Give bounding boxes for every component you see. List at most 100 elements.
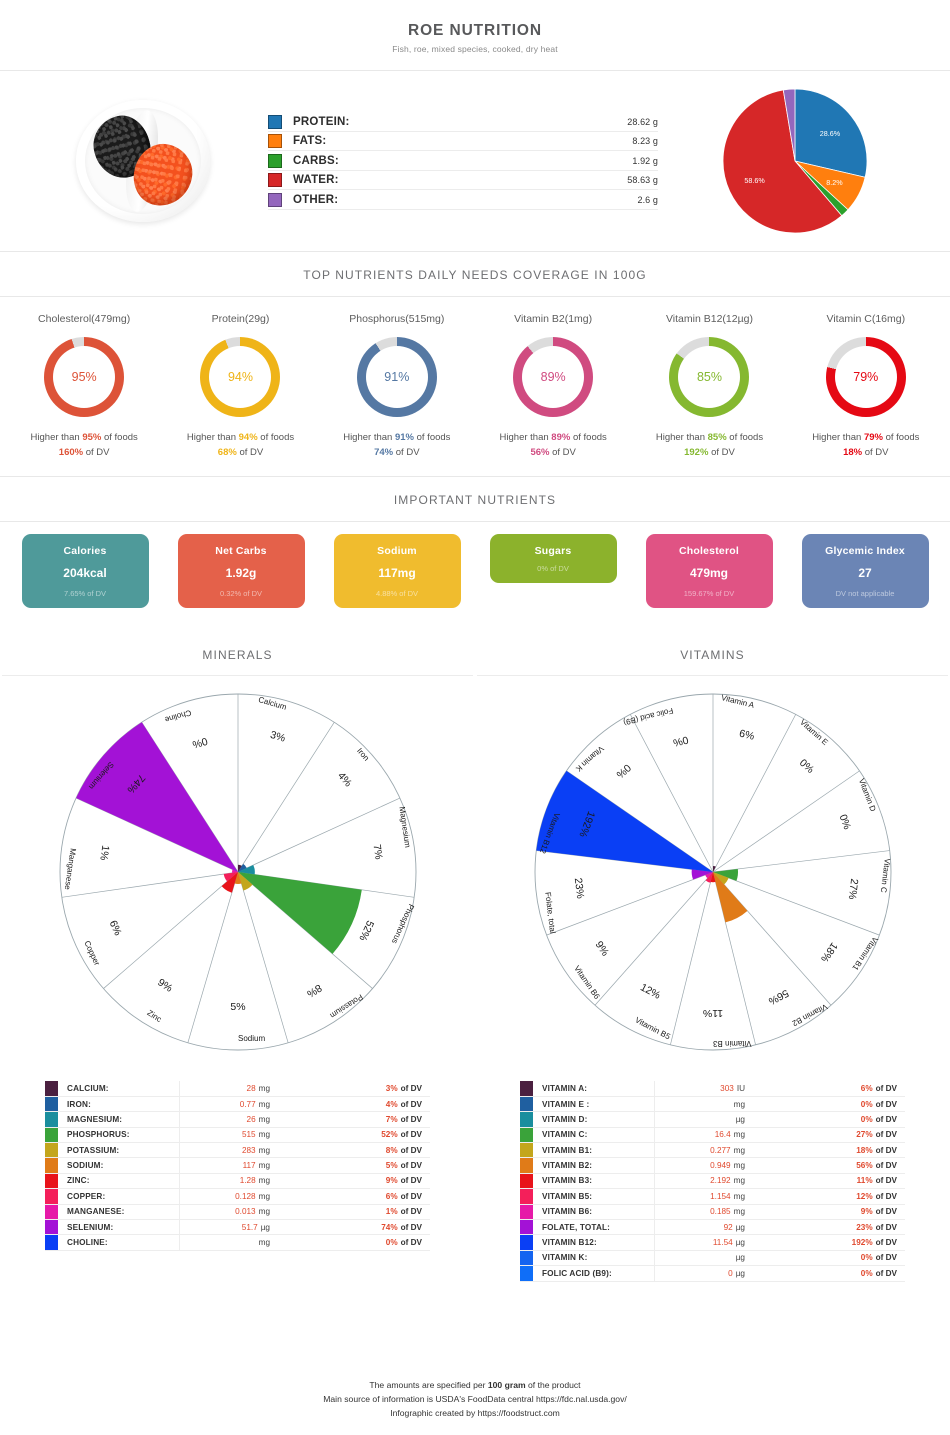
important-nutrient-cards: Calories 204kcal 7.65% of DV Net Carbs 1.92g…: [0, 522, 950, 634]
row-dv-number: 0%: [860, 1268, 873, 1278]
row-amount-unit: mg: [258, 1191, 270, 1201]
rose-value-label: 5%: [230, 1001, 245, 1013]
rose-spoke: [237, 872, 288, 1044]
row-color-swatch: [45, 1158, 58, 1173]
gauge-caption-line1: Higher than 85% of foods: [631, 431, 787, 446]
nutrient-card-cell: Glycemic Index 27 DV not applicable: [794, 534, 936, 609]
row-amount-unit: mg: [733, 1191, 745, 1201]
row-amount-unit: µg: [735, 1222, 745, 1232]
table-row: CHOLINE: mg 0% of DV: [45, 1235, 430, 1251]
rose-category-text: Vitamin B3: [712, 1039, 751, 1048]
rose-value-text: 1%: [97, 845, 111, 862]
row-amount: 1.154 mg: [655, 1189, 751, 1203]
nutrient-card-calories[interactable]: Calories 204kcal 7.65% of DV: [21, 534, 149, 609]
pie-label: 58.6%: [744, 176, 765, 185]
nutrient-card-net-carbs[interactable]: Net Carbs 1.92g 0.32% of DV: [177, 534, 305, 609]
row-color-swatch: [520, 1127, 533, 1142]
gauge-caption-line2: 56% of DV: [475, 446, 631, 461]
row-amount-number: 1.28: [239, 1176, 256, 1186]
gauge-caption-line1: Higher than 91% of foods: [319, 431, 475, 446]
rose-wedge-vitamin-b3: [710, 872, 715, 883]
minerals-title: MINERALS: [202, 648, 273, 663]
gauge-ring: 89%: [513, 337, 594, 417]
row-dv-number: 74%: [381, 1222, 398, 1232]
vitamins-rose-chart: Vitamin A 6% Vitamin E 0% Vitamin D 0% Vitamin…: [513, 676, 913, 1071]
important-nutrients-divider: [0, 521, 950, 523]
rose-wedge-potassium: [237, 872, 253, 891]
caption-dv-suffix: of DV: [395, 446, 420, 458]
row-nutrient-name: VITAMIN B3:: [533, 1173, 655, 1189]
rose-value-text: 3%: [268, 729, 286, 745]
gauge-caption-line2: 192% of DV: [631, 446, 787, 461]
gauge-ring-hole: [522, 346, 585, 408]
gauge-ring: 85%: [669, 337, 750, 417]
rose-spoke: [61, 872, 238, 899]
card-value: 27: [858, 566, 872, 581]
macro-label: OTHER:: [293, 193, 339, 206]
table-row: SELENIUM: 51.7 µg 74% of DV: [45, 1219, 430, 1236]
rose-category-text: Vitamin C: [878, 858, 891, 894]
nutrient-card-cholesterol[interactable]: Cholesterol 479mg 159.67% of DV: [645, 534, 773, 609]
row-amount-unit: mg: [733, 1176, 745, 1186]
row-dv: 9% of DV: [751, 1205, 905, 1219]
rose-spoke: [237, 722, 335, 873]
gauge-caption: Higher than 95% of foods 160% of DV: [6, 431, 162, 460]
footer-amount: 100 gram: [487, 1380, 526, 1391]
row-dv-suffix: of DV: [400, 1207, 422, 1217]
row-color-swatch: [45, 1204, 58, 1219]
row-amount-number: 16.4: [714, 1130, 731, 1140]
nutrient-card-glycemic-index[interactable]: Glycemic Index 27 DV not applicable: [801, 534, 929, 609]
row-amount: 26 mg: [180, 1112, 276, 1126]
rose-category-label: Vitamin C: [878, 858, 891, 894]
row-nutrient-name: VITAMIN K:: [533, 1250, 655, 1266]
row-amount-unit: mg: [258, 1161, 270, 1171]
row-dv-number: 0%: [385, 1238, 398, 1248]
rose-value-label: 6%: [106, 919, 123, 938]
gauge-title: Vitamin B2(1mg): [514, 313, 593, 325]
row-dv: 0% of DV: [751, 1251, 905, 1265]
row-dv-suffix: of DV: [875, 1161, 897, 1171]
caption-dv-suffix: of DV: [864, 446, 889, 458]
row-dv-suffix: of DV: [875, 1207, 897, 1217]
rose-value-text: 6%: [737, 728, 755, 743]
row-amount-number: 117: [242, 1161, 256, 1171]
row-amount-unit: µg: [735, 1238, 745, 1248]
nutrient-card-sugars[interactable]: Sugars 0% of DV: [489, 534, 617, 584]
card-value: 204kcal: [63, 566, 107, 581]
card-name: Glycemic Index: [825, 545, 905, 558]
rose-value-label: 1%: [97, 845, 111, 862]
row-nutrient-name: SODIUM:: [58, 1158, 180, 1173]
gauge-ring: 91%: [356, 337, 437, 417]
card-dv: DV not applicable: [835, 589, 895, 599]
table-row: MAGNESIUM: 26 mg 7% of DV: [45, 1112, 430, 1128]
nutrient-card-sodium[interactable]: Sodium 117mg 4.88% of DV: [333, 534, 461, 609]
caption-dv: 68%: [217, 446, 237, 458]
gauge-caption: Higher than 94% of foods 68% of DV: [162, 431, 318, 460]
row-dv-suffix: of DV: [875, 1268, 897, 1278]
macronutrient-legend: PROTEIN: 28.62 g FATS: 8.23 g CARBS: 1.9…: [268, 112, 658, 210]
row-amount-number: 0.277: [710, 1145, 731, 1155]
rose-value-label: 0%: [836, 813, 853, 831]
pie-label: 28.6%: [820, 129, 841, 138]
gauge-caption-line1: Higher than 95% of foods: [6, 431, 162, 446]
table-row: FOLATE, TOTAL: 92 µg 23% of DV: [520, 1219, 905, 1236]
row-dv-number: 0%: [860, 1099, 873, 1109]
row-color-swatch: [520, 1096, 533, 1112]
row-nutrient-name: POTASSIUM:: [58, 1143, 180, 1158]
row-amount: 92 µg: [655, 1220, 751, 1234]
row-dv: 7% of DV: [276, 1112, 430, 1126]
row-amount-unit: µg: [260, 1222, 270, 1232]
rose-spoke: [712, 850, 890, 873]
row-dv-suffix: of DV: [875, 1191, 897, 1201]
row-dv: 8% of DV: [276, 1143, 430, 1157]
card-name: Sodium: [377, 545, 417, 558]
row-amount-unit: mg: [258, 1114, 270, 1124]
pie-label: 8.2%: [826, 178, 843, 187]
macro-label: PROTEIN:: [293, 115, 350, 128]
row-nutrient-name: VITAMIN C:: [533, 1127, 655, 1142]
table-row: VITAMIN E : mg 0% of DV: [520, 1096, 905, 1113]
table-row: IRON: 0.77 mg 4% of DV: [45, 1096, 430, 1113]
table-row: VITAMIN A: 303 IU 6% of DV: [520, 1081, 905, 1097]
rose-value-text: 0%: [190, 735, 208, 751]
card-value: 1.92g: [225, 566, 257, 581]
